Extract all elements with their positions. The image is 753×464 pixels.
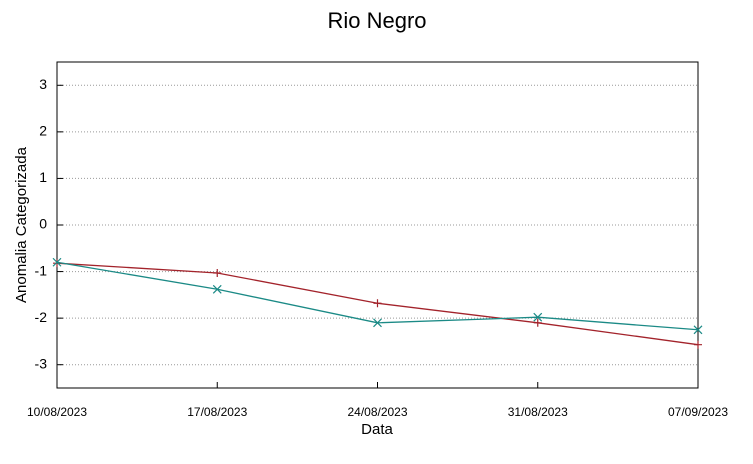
point-marker bbox=[213, 268, 222, 277]
point-marker bbox=[693, 325, 703, 335]
x-tick-label: 31/08/2023 bbox=[508, 405, 568, 419]
chart-title: Rio Negro bbox=[327, 8, 426, 33]
point-marker bbox=[373, 299, 382, 308]
point-marker bbox=[533, 312, 543, 322]
point-marker bbox=[52, 257, 62, 267]
y-tick-label: 0 bbox=[39, 216, 47, 232]
y-tick-label: -2 bbox=[35, 309, 48, 325]
x-tick-label: 07/09/2023 bbox=[668, 405, 728, 419]
point-marker bbox=[533, 318, 542, 327]
y-axis-label: Anomalia Categorizada bbox=[13, 146, 30, 303]
x-tick-label: 17/08/2023 bbox=[187, 405, 247, 419]
y-tick-label: -3 bbox=[35, 355, 48, 371]
y-tick-label: 1 bbox=[39, 169, 47, 185]
x-tick-label: 24/08/2023 bbox=[347, 405, 407, 419]
point-marker bbox=[694, 340, 702, 349]
x-tick-label: 10/08/2023 bbox=[27, 405, 87, 419]
point-marker bbox=[212, 284, 222, 294]
y-tick-label: 2 bbox=[39, 123, 47, 139]
series-line bbox=[56, 261, 699, 331]
point-marker bbox=[373, 318, 382, 328]
y-tick-label: 3 bbox=[39, 76, 47, 92]
y-tick-label: -1 bbox=[35, 262, 48, 278]
x-axis-label: Data bbox=[361, 421, 393, 438]
